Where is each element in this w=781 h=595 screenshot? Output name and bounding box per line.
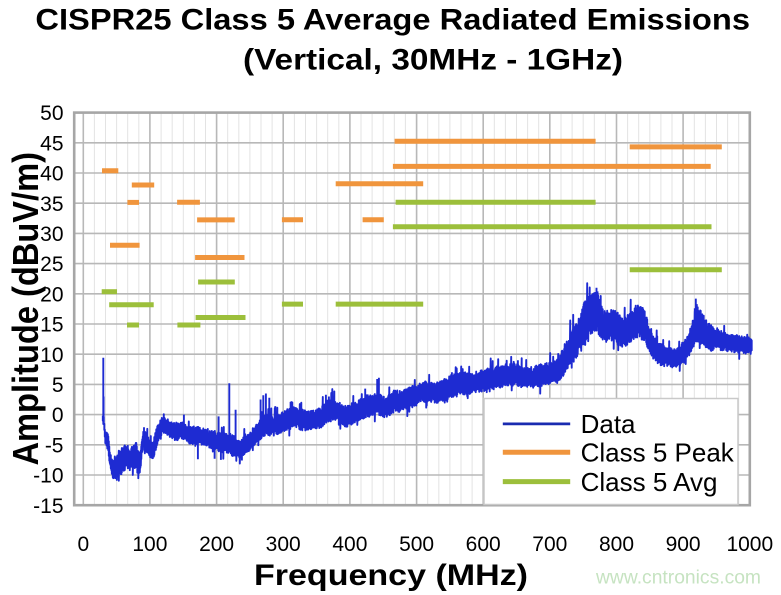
svg-text:50: 50 — [40, 102, 63, 125]
svg-text:25: 25 — [40, 253, 63, 276]
svg-text:900: 900 — [666, 533, 701, 556]
svg-text:5: 5 — [52, 374, 64, 397]
svg-text:-5: -5 — [45, 434, 64, 457]
svg-text:40: 40 — [40, 163, 63, 186]
svg-text:800: 800 — [599, 533, 634, 556]
svg-text:30: 30 — [40, 223, 63, 246]
svg-text:1000: 1000 — [726, 533, 773, 556]
svg-text:Amplitude (dBuV/m): Amplitude (dBuV/m) — [5, 152, 46, 466]
svg-text:www.cntronics.com: www.cntronics.com — [595, 568, 761, 589]
svg-text:45: 45 — [40, 132, 63, 155]
svg-text:-15: -15 — [33, 495, 63, 518]
svg-text:-10: -10 — [33, 465, 63, 488]
svg-text:CISPR25 Class 5 Average Radiat: CISPR25 Class 5 Average Radiated Emissio… — [35, 4, 750, 37]
svg-text:300: 300 — [266, 533, 301, 556]
svg-text:500: 500 — [399, 533, 434, 556]
svg-text:700: 700 — [532, 533, 567, 556]
svg-text:Class 5 Peak: Class 5 Peak — [581, 438, 735, 468]
svg-text:Frequency (MHz): Frequency (MHz) — [254, 559, 528, 592]
svg-text:0: 0 — [77, 533, 89, 556]
svg-text:0: 0 — [52, 404, 64, 427]
svg-text:35: 35 — [40, 193, 63, 216]
svg-text:10: 10 — [40, 344, 63, 367]
svg-text:15: 15 — [40, 314, 63, 337]
svg-text:20: 20 — [40, 283, 63, 306]
svg-text:600: 600 — [466, 533, 501, 556]
svg-text:Class 5 Avg: Class 5 Avg — [581, 467, 718, 497]
svg-text:Data: Data — [581, 409, 636, 439]
svg-text:200: 200 — [199, 533, 234, 556]
svg-text:100: 100 — [132, 533, 167, 556]
svg-text:(Vertical, 30MHz - 1GHz): (Vertical, 30MHz - 1GHz) — [243, 43, 623, 76]
svg-text:400: 400 — [332, 533, 367, 556]
